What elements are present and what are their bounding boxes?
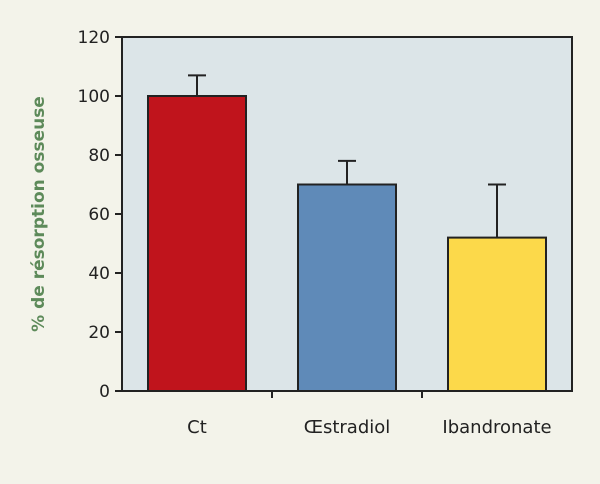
x-axis: Ct Œstradiol Ibandronate: [187, 391, 552, 438]
bar-2: [297, 183, 397, 392]
y-tick-label: 60: [88, 205, 110, 225]
y-tick-label: 20: [88, 323, 110, 343]
y-tick-label: 80: [88, 146, 110, 166]
error-bars: [188, 74, 506, 238]
y-axis-label: % de résorption osseuse: [29, 96, 49, 332]
x-tick-label: Œstradiol: [304, 417, 391, 438]
y-axis: 0 20 40 60 80 100 120: [78, 28, 122, 402]
bar-3: [447, 236, 547, 392]
y-tick-label: 0: [99, 382, 110, 402]
y-tick-label: 40: [88, 264, 110, 284]
x-tick-label: Ct: [187, 417, 207, 438]
x-tick-label: Ibandronate: [442, 417, 551, 438]
y-tick-label: 100: [78, 87, 110, 107]
y-tick-label: 120: [78, 28, 110, 48]
bar-1: [147, 95, 247, 392]
